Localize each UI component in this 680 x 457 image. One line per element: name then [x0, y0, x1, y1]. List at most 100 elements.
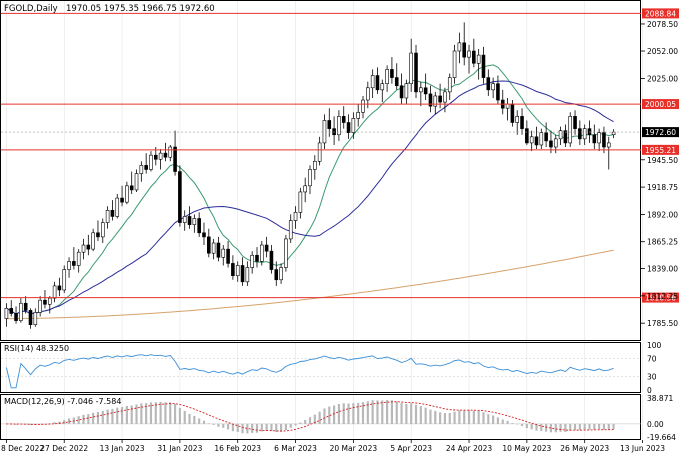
- candle[interactable]: [202, 222, 206, 246]
- candle[interactable]: [394, 63, 399, 90]
- candle[interactable]: [385, 65, 389, 92]
- candle[interactable]: [269, 245, 274, 274]
- candle[interactable]: [255, 247, 259, 268]
- candle[interactable]: [606, 136, 611, 170]
- candle[interactable]: [72, 247, 76, 270]
- candle[interactable]: [221, 245, 226, 266]
- candle[interactable]: [467, 44, 471, 74]
- candle[interactable]: [19, 298, 23, 323]
- candle[interactable]: [28, 308, 33, 329]
- candle[interactable]: [525, 120, 529, 145]
- candle[interactable]: [582, 124, 587, 145]
- candle[interactable]: [207, 228, 211, 258]
- candle[interactable]: [216, 236, 221, 262]
- candle[interactable]: [264, 236, 269, 258]
- candle[interactable]: [110, 200, 115, 221]
- candle[interactable]: [96, 220, 100, 241]
- candle[interactable]: [573, 110, 577, 135]
- candlesticks[interactable]: [4, 22, 616, 329]
- candle[interactable]: [597, 128, 601, 152]
- candle[interactable]: [163, 142, 168, 162]
- candle[interactable]: [313, 155, 317, 180]
- candle[interactable]: [211, 238, 216, 260]
- candle[interactable]: [414, 44, 418, 98]
- candle[interactable]: [67, 257, 71, 278]
- candle[interactable]: [544, 122, 548, 148]
- candle[interactable]: [235, 261, 240, 282]
- candle[interactable]: [178, 165, 182, 227]
- candle[interactable]: [187, 206, 192, 229]
- candle[interactable]: [284, 234, 288, 272]
- candle[interactable]: [346, 114, 351, 139]
- candle[interactable]: [91, 228, 95, 252]
- candle[interactable]: [149, 151, 153, 172]
- candle[interactable]: [452, 44, 457, 84]
- candle[interactable]: [76, 249, 81, 273]
- candle[interactable]: [341, 106, 346, 129]
- candle[interactable]: [356, 104, 360, 127]
- candle[interactable]: [57, 277, 62, 297]
- candle[interactable]: [288, 214, 293, 244]
- candle[interactable]: [481, 46, 486, 84]
- candle[interactable]: [423, 73, 428, 101]
- candle[interactable]: [308, 165, 312, 194]
- candle[interactable]: [158, 149, 163, 170]
- candle[interactable]: [139, 161, 144, 182]
- candle[interactable]: [81, 238, 86, 260]
- candle[interactable]: [404, 79, 409, 105]
- candle[interactable]: [520, 108, 524, 135]
- candle[interactable]: [428, 85, 433, 113]
- candle[interactable]: [317, 136, 322, 166]
- candle[interactable]: [120, 185, 124, 207]
- candle[interactable]: [293, 206, 298, 229]
- candle[interactable]: [197, 212, 201, 237]
- candle[interactable]: [303, 177, 307, 203]
- candle[interactable]: [491, 77, 495, 98]
- candle[interactable]: [322, 114, 327, 150]
- candle[interactable]: [47, 296, 52, 314]
- candle[interactable]: [115, 193, 120, 219]
- candle[interactable]: [260, 240, 264, 266]
- candle[interactable]: [144, 153, 148, 174]
- candle[interactable]: [168, 144, 173, 162]
- candle[interactable]: [33, 308, 38, 327]
- candle[interactable]: [529, 130, 534, 152]
- candle[interactable]: [447, 73, 452, 101]
- candle[interactable]: [9, 300, 14, 317]
- candle[interactable]: [578, 120, 582, 145]
- candle[interactable]: [226, 240, 230, 268]
- candle[interactable]: [245, 261, 250, 286]
- candle[interactable]: [38, 296, 42, 317]
- candle[interactable]: [86, 234, 91, 256]
- candle[interactable]: [298, 187, 303, 219]
- candle[interactable]: [496, 75, 500, 105]
- candle[interactable]: [105, 206, 110, 229]
- candle[interactable]: [279, 263, 283, 284]
- candle[interactable]: [486, 69, 491, 96]
- candle[interactable]: [375, 67, 380, 94]
- candle[interactable]: [443, 87, 447, 113]
- candle[interactable]: [125, 181, 129, 205]
- candle[interactable]: [568, 112, 573, 148]
- candle[interactable]: [231, 255, 235, 280]
- candle[interactable]: [134, 169, 139, 192]
- candle[interactable]: [192, 214, 197, 233]
- candle[interactable]: [390, 57, 394, 84]
- candle[interactable]: [433, 91, 438, 115]
- candle[interactable]: [399, 73, 404, 105]
- candle[interactable]: [515, 110, 520, 135]
- candle[interactable]: [337, 110, 341, 141]
- candle[interactable]: [23, 296, 28, 314]
- candle[interactable]: [43, 289, 47, 309]
- candle[interactable]: [361, 95, 365, 119]
- candle[interactable]: [457, 32, 462, 64]
- candle[interactable]: [370, 69, 375, 98]
- candle[interactable]: [563, 124, 568, 148]
- candle[interactable]: [52, 281, 57, 303]
- candle[interactable]: [332, 116, 336, 145]
- candle[interactable]: [173, 130, 177, 176]
- candle[interactable]: [250, 251, 254, 274]
- candle[interactable]: [472, 38, 476, 68]
